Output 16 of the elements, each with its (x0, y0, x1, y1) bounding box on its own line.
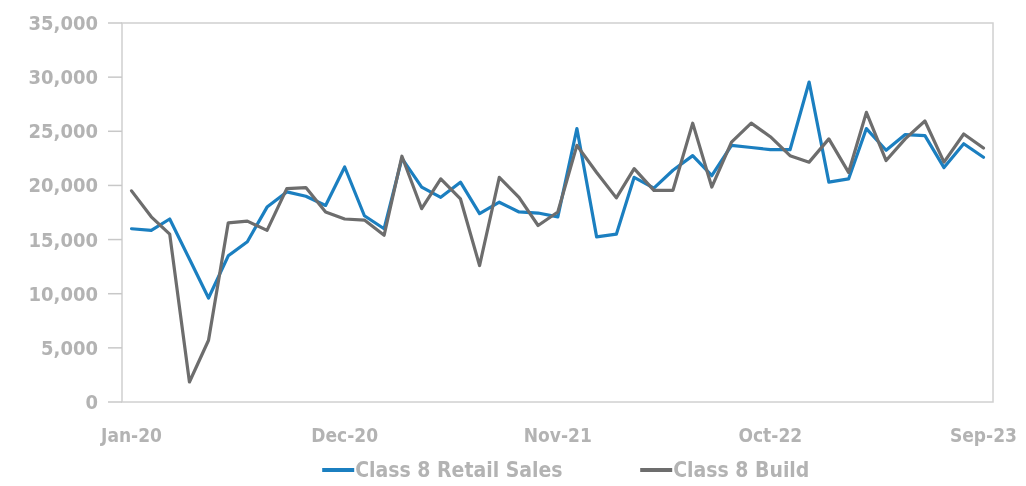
y-tick-label: 30,000 (28, 65, 98, 90)
line-series (129, 110, 986, 384)
y-tick-label: 20,000 (28, 173, 98, 198)
y-tick-label: 0 (85, 390, 98, 414)
x-tick-label: Jan-20 (100, 424, 163, 446)
legend-label: Class 8 Retail Sales (355, 458, 563, 483)
y-tick-label: 15,000 (28, 227, 98, 252)
x-tick-label: Dec-20 (311, 424, 379, 446)
y-tick-label: 5,000 (41, 335, 98, 360)
x-tick-label: Sep-23 (949, 424, 1017, 446)
x-tick-label: Nov-21 (523, 424, 592, 446)
y-tick-label: 35,000 (28, 11, 98, 35)
legend-label: Class 8 Build (673, 458, 810, 483)
y-tick-label: 25,000 (28, 119, 98, 144)
x-tick-label: Oct-22 (738, 424, 803, 446)
y-tick-label: 10,000 (28, 281, 98, 306)
